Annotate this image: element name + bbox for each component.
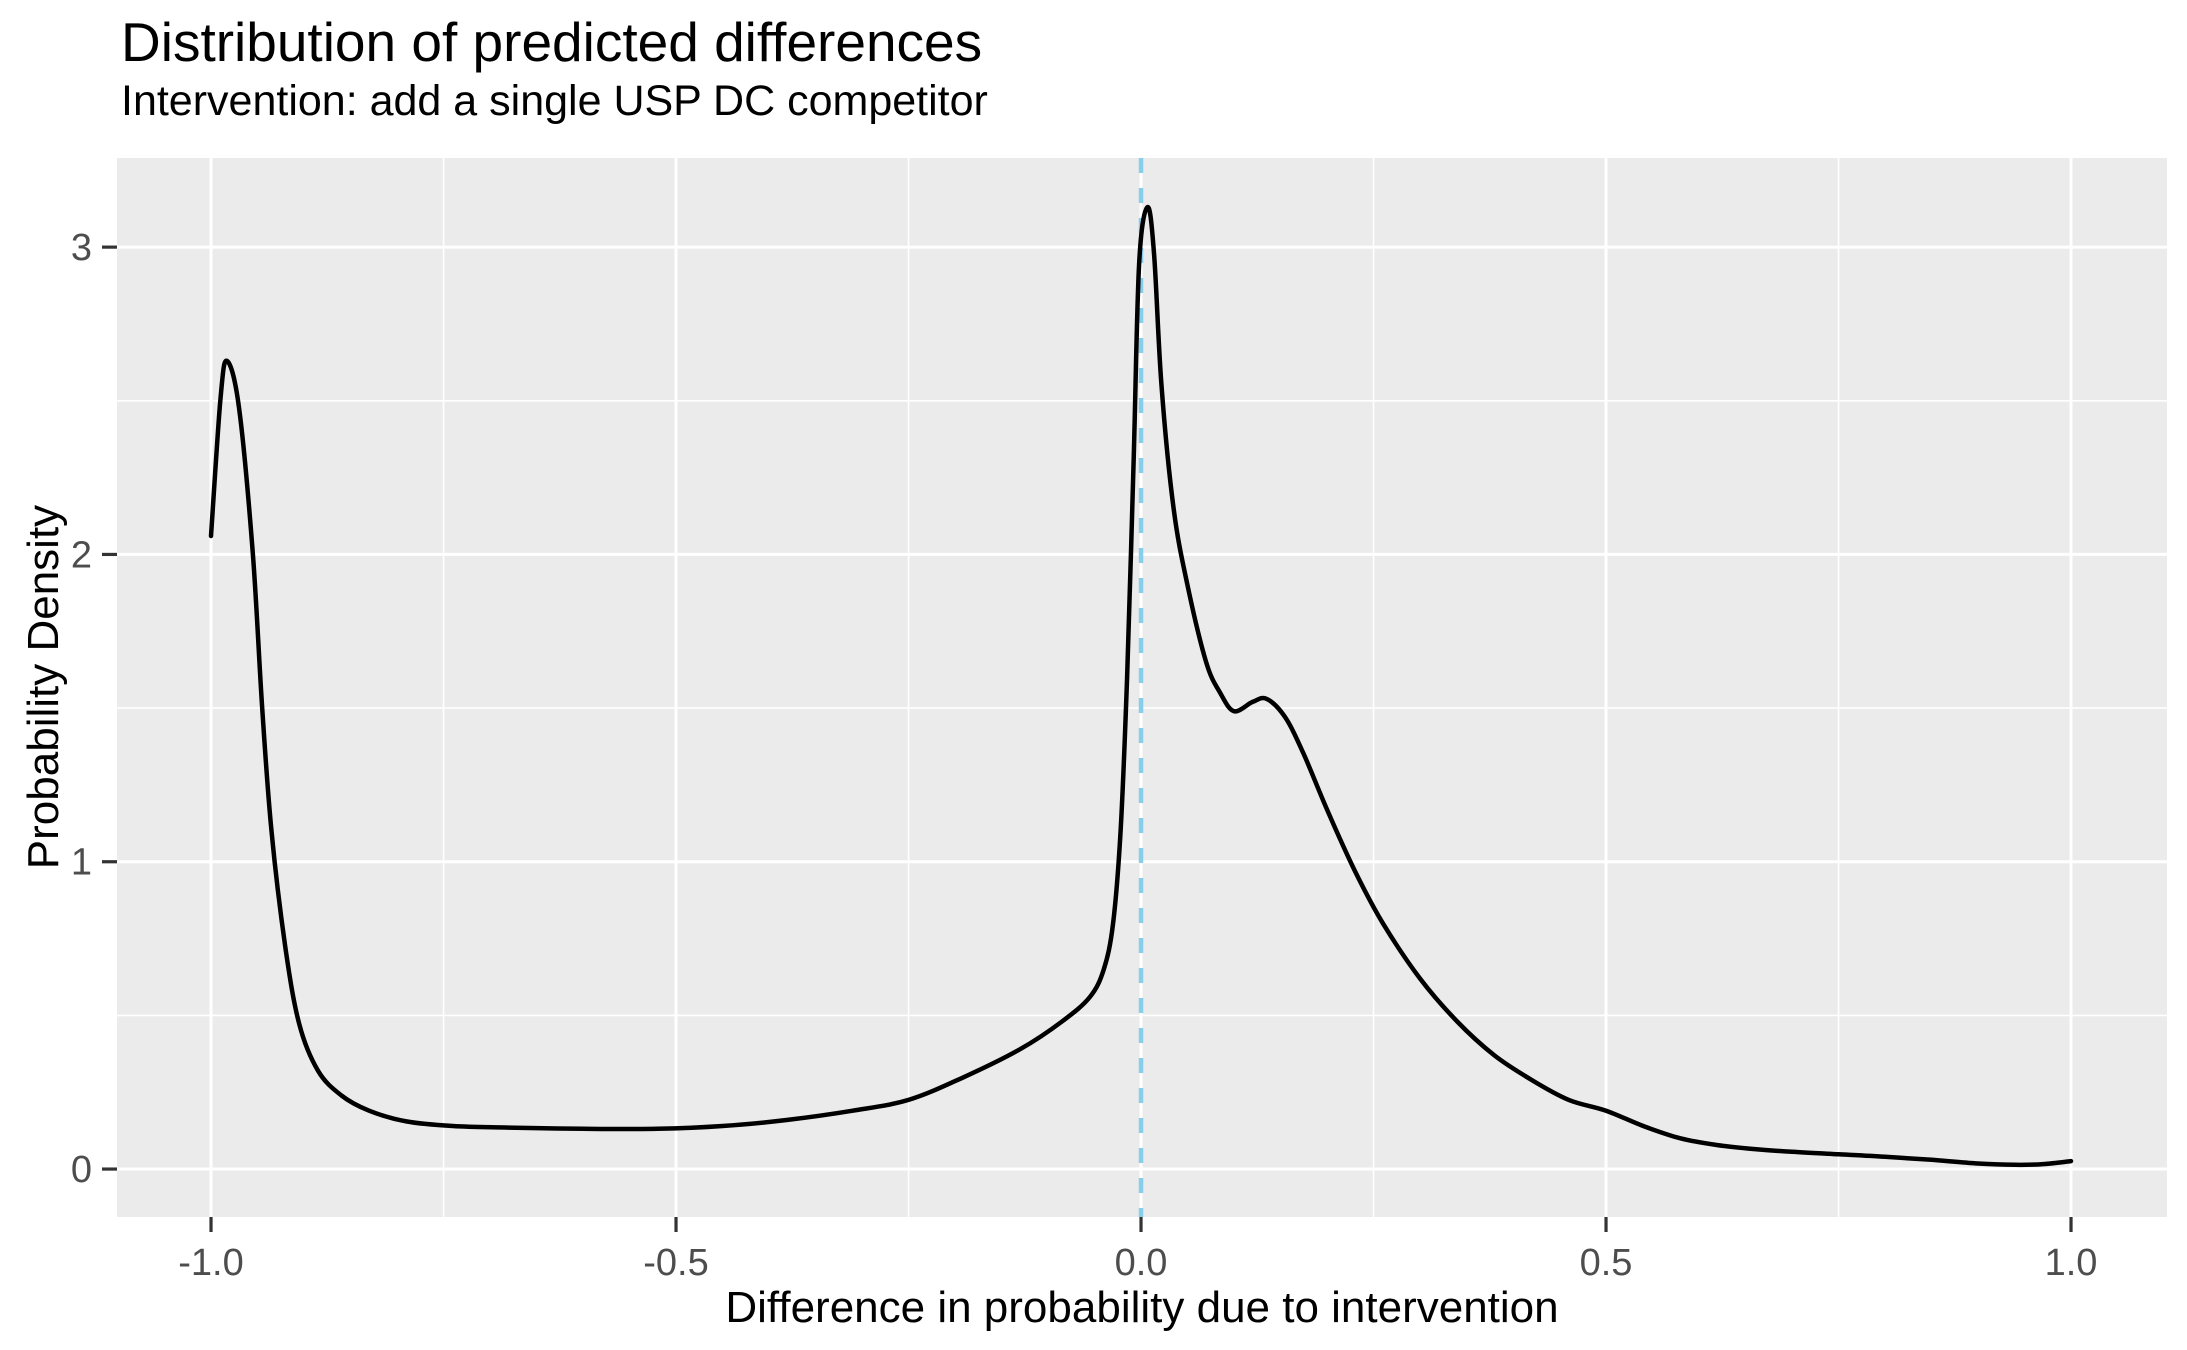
y-axis-title: Probability Density bbox=[19, 504, 68, 870]
x-tick-label: 1.0 bbox=[2045, 1242, 2098, 1284]
x-axis-title: Difference in probability due to interve… bbox=[725, 1283, 1559, 1332]
x-tick-label: -1.0 bbox=[178, 1242, 243, 1284]
density-curve bbox=[208, 204, 2074, 1168]
y-tick-label: 2 bbox=[71, 534, 92, 576]
x-tick-label: 0.5 bbox=[1580, 1242, 1633, 1284]
y-tick-label: 3 bbox=[71, 227, 92, 269]
x-tick-label: -0.5 bbox=[643, 1242, 708, 1284]
chart-subtitle: Intervention: add a single USP DC compet… bbox=[121, 77, 988, 125]
y-tick-label: 1 bbox=[71, 842, 92, 884]
x-tick-label: 0.0 bbox=[1115, 1242, 1168, 1284]
chart-title: Distribution of predicted differences bbox=[121, 11, 983, 73]
y-tick-label: 0 bbox=[71, 1149, 92, 1191]
